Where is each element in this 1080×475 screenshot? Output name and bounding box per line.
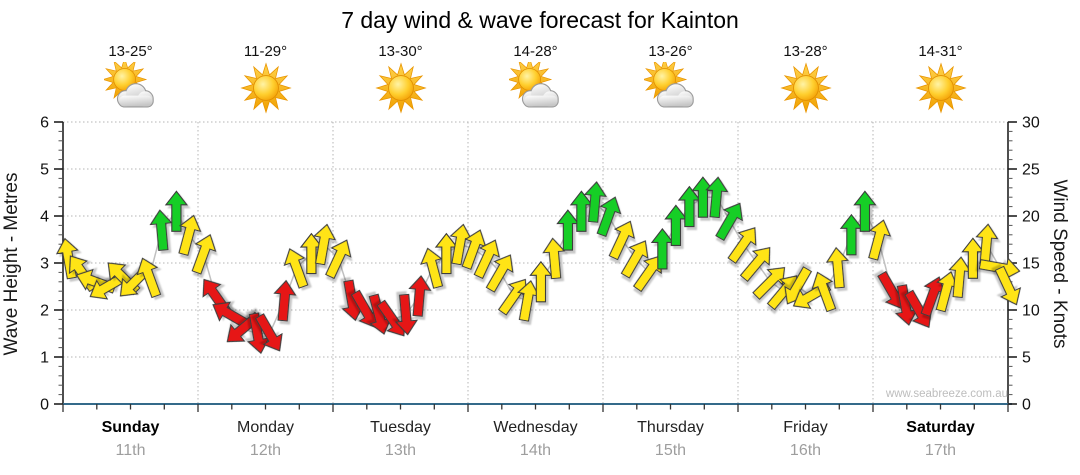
day-weather-icon (506, 56, 563, 114)
wind-arrow (825, 246, 849, 289)
wind-arrow (994, 265, 1022, 306)
wind-arrow (394, 293, 418, 336)
day-name: Saturday (906, 419, 975, 436)
axis-tick-label: 0 (1022, 397, 1031, 414)
wind-arrow (149, 209, 173, 252)
day-date: 12th (249, 442, 282, 459)
day-name: Friday (783, 419, 828, 436)
wind-arrow (485, 254, 514, 293)
partly-cloudy-icon (101, 56, 154, 108)
sunny-icon (914, 62, 967, 114)
day-temp: 11-29° (243, 43, 288, 60)
day-temp: 13-25° (108, 43, 153, 60)
sunny-icon (239, 62, 292, 114)
left-axis-label: Wave Height - Metres (1, 172, 22, 356)
wind-arrow (677, 185, 702, 228)
wind-arrow (420, 247, 444, 289)
wind-arrow (542, 237, 566, 280)
wind-arrow (727, 227, 757, 264)
axis-tick-label: 4 (40, 209, 49, 226)
day-name: Tuesday (370, 419, 431, 436)
day-date: 15th (654, 442, 687, 459)
day-temp: 14-28° (513, 43, 558, 60)
axis-tick-label: 15 (1022, 256, 1040, 273)
day-weather-icon (101, 56, 158, 114)
wind-arrow (739, 246, 771, 283)
wind-arrow (583, 181, 607, 223)
day-name: Monday (237, 419, 294, 436)
watermark: www.seabreeze.com.au (885, 388, 1008, 400)
wind-arrow (596, 196, 622, 238)
wind-arrow (254, 313, 283, 352)
axis-tick-label: 0 (40, 397, 49, 414)
right-axis-label: Wind Speed - Knots (1049, 179, 1070, 349)
axis-tick-label: 5 (1022, 350, 1031, 367)
day-date: 16th (789, 442, 822, 459)
axis-tick-label: 25 (1022, 162, 1040, 179)
day-name: Wednesday (493, 419, 578, 436)
wind-arrow (569, 190, 594, 232)
axis-tick-label: 30 (1022, 115, 1040, 132)
day-temp: 13-28° (783, 43, 828, 60)
wind-arrow (705, 176, 729, 219)
axis-tick-label: 2 (40, 303, 49, 320)
partly-cloudy-icon (506, 56, 559, 108)
wind-arrow (325, 239, 352, 280)
day-weather-icon (779, 62, 833, 114)
day-weather-icon (374, 62, 428, 114)
wind-arrow (136, 257, 162, 299)
day-temp: 13-26° (648, 43, 693, 60)
wind-arrow (868, 219, 892, 261)
day-date: 14th (519, 442, 552, 459)
wind-arrow (273, 279, 297, 322)
day-temp: 14-31° (918, 43, 963, 60)
wind-arrow (811, 271, 837, 313)
wind-arrow (715, 202, 743, 242)
axis-tick-label: 5 (40, 162, 49, 179)
wind-arrow (752, 267, 786, 300)
axis-tick-label: 1 (40, 350, 49, 367)
day-temp: 13-30° (378, 43, 423, 60)
axis-tick-label: 20 (1022, 209, 1040, 226)
axis-tick-label: 10 (1022, 303, 1040, 320)
day-weather-icon (239, 62, 293, 114)
wind-arrow (191, 233, 217, 275)
sunny-icon (374, 62, 427, 114)
day-weather-icon (641, 56, 698, 114)
wind-arrow (608, 220, 635, 261)
page-title: 7 day wind & wave forecast for Kainton (341, 7, 739, 33)
axis-tick-label: 6 (40, 115, 49, 132)
wind-arrow (853, 190, 877, 232)
axis-tick-label: 3 (40, 256, 49, 273)
day-weather-icon (914, 62, 968, 114)
day-date: 13th (384, 442, 417, 459)
wind-arrow (178, 214, 202, 256)
day-name: Sunday (101, 419, 160, 436)
wind-arrow (283, 248, 309, 289)
wind-arrow (620, 240, 649, 279)
wind-arrow (529, 260, 553, 303)
partly-cloudy-icon (641, 56, 694, 108)
wind-arrow (632, 255, 662, 293)
sunny-icon (779, 62, 832, 114)
wind-arrow (473, 239, 500, 280)
day-name: Thursday (637, 419, 704, 436)
wind-arrow (164, 190, 189, 232)
day-date: 17th (924, 442, 957, 459)
day-date: 11th (115, 442, 146, 459)
wind-arrow (313, 223, 337, 266)
wind-arrow (408, 275, 432, 317)
